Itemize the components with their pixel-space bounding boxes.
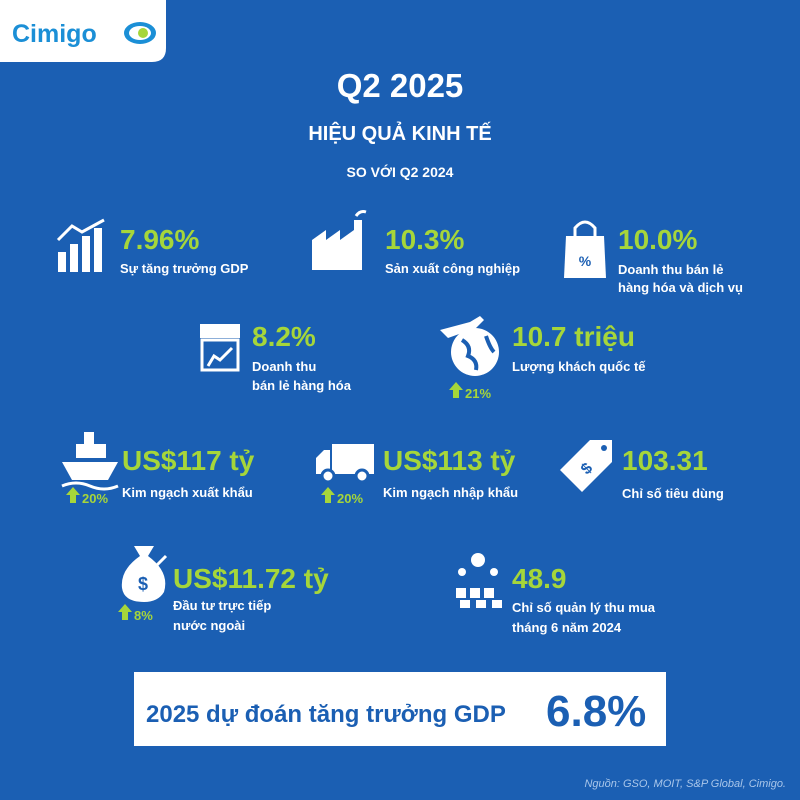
item-label: hàng hóa và dịch vụ (618, 280, 743, 295)
item-label: Sự tăng trưởng GDP (120, 261, 249, 276)
item-label: Kim ngạch nhập khẩu (383, 485, 518, 500)
logo-eye (124, 22, 156, 44)
up-arrow (449, 382, 463, 398)
icon-chart (56, 218, 105, 272)
logo-text: Cimigo (12, 20, 97, 48)
forecast-box (134, 672, 666, 746)
comparison: SO VỚI Q2 2024 (347, 163, 454, 180)
item-change: 20% (82, 491, 108, 506)
icon-truck (316, 444, 374, 484)
icon-money-bag: $ (121, 546, 168, 602)
item-change: 8% (134, 608, 153, 623)
item-label: Đầu tư trực tiếp (173, 598, 271, 613)
item-label: Doanh thu (252, 359, 316, 374)
title: Q2 2025 (337, 67, 464, 104)
item-value: 10.7 triệu (512, 321, 635, 352)
item-value: 103.31 (622, 445, 708, 476)
item-value: 8.2% (252, 321, 316, 352)
icon-ship (61, 432, 119, 491)
up-arrow (118, 604, 132, 620)
svg-text:$: $ (138, 574, 148, 594)
up-arrow (321, 487, 335, 503)
item-label: bán lẻ hàng hóa (252, 378, 352, 393)
icon-tag: $ (560, 440, 612, 492)
item-value: US$11.72 tỷ (173, 563, 329, 594)
icon-globe (440, 316, 499, 376)
forecast-value: 6.8% (546, 687, 646, 736)
up-arrow (66, 487, 80, 503)
item-value: 7.96% (120, 224, 199, 255)
item-value: US$113 tỷ (383, 445, 516, 476)
icon-bag: % (564, 220, 606, 278)
item-change: 20% (337, 491, 363, 506)
item-label: Kim ngạch xuất khẩu (122, 485, 253, 500)
item-label: tháng 6 năm 2024 (512, 620, 622, 635)
item-value: 48.9 (512, 563, 567, 594)
logo-box (0, 0, 166, 62)
icon-factory (312, 210, 367, 270)
forecast-text: 2025 dự đoán tăng trưởng GDP (146, 701, 506, 728)
item-value: 10.0% (618, 224, 697, 255)
item-label: Doanh thu bán lẻ (618, 262, 723, 277)
item-change: 21% (465, 386, 491, 401)
icon-network (456, 553, 502, 608)
subtitle: HIỆU QUẢ KINH TẾ (308, 121, 491, 145)
icon-store (200, 324, 240, 372)
item-label: Chỉ số quản lý thu mua (512, 600, 656, 615)
item-value: US$117 tỷ (122, 445, 255, 476)
source: Nguồn: GSO, MOIT, S&P Global, Cimigo. (584, 778, 786, 790)
item-label: nước ngoài (173, 618, 245, 633)
item-label: Sản xuất công nghiệp (385, 261, 520, 276)
item-label: Chỉ số tiêu dùng (622, 486, 724, 501)
item-label: Lượng khách quốc tế (512, 359, 646, 374)
item-value: 10.3% (385, 224, 464, 255)
svg-text:%: % (579, 253, 592, 269)
